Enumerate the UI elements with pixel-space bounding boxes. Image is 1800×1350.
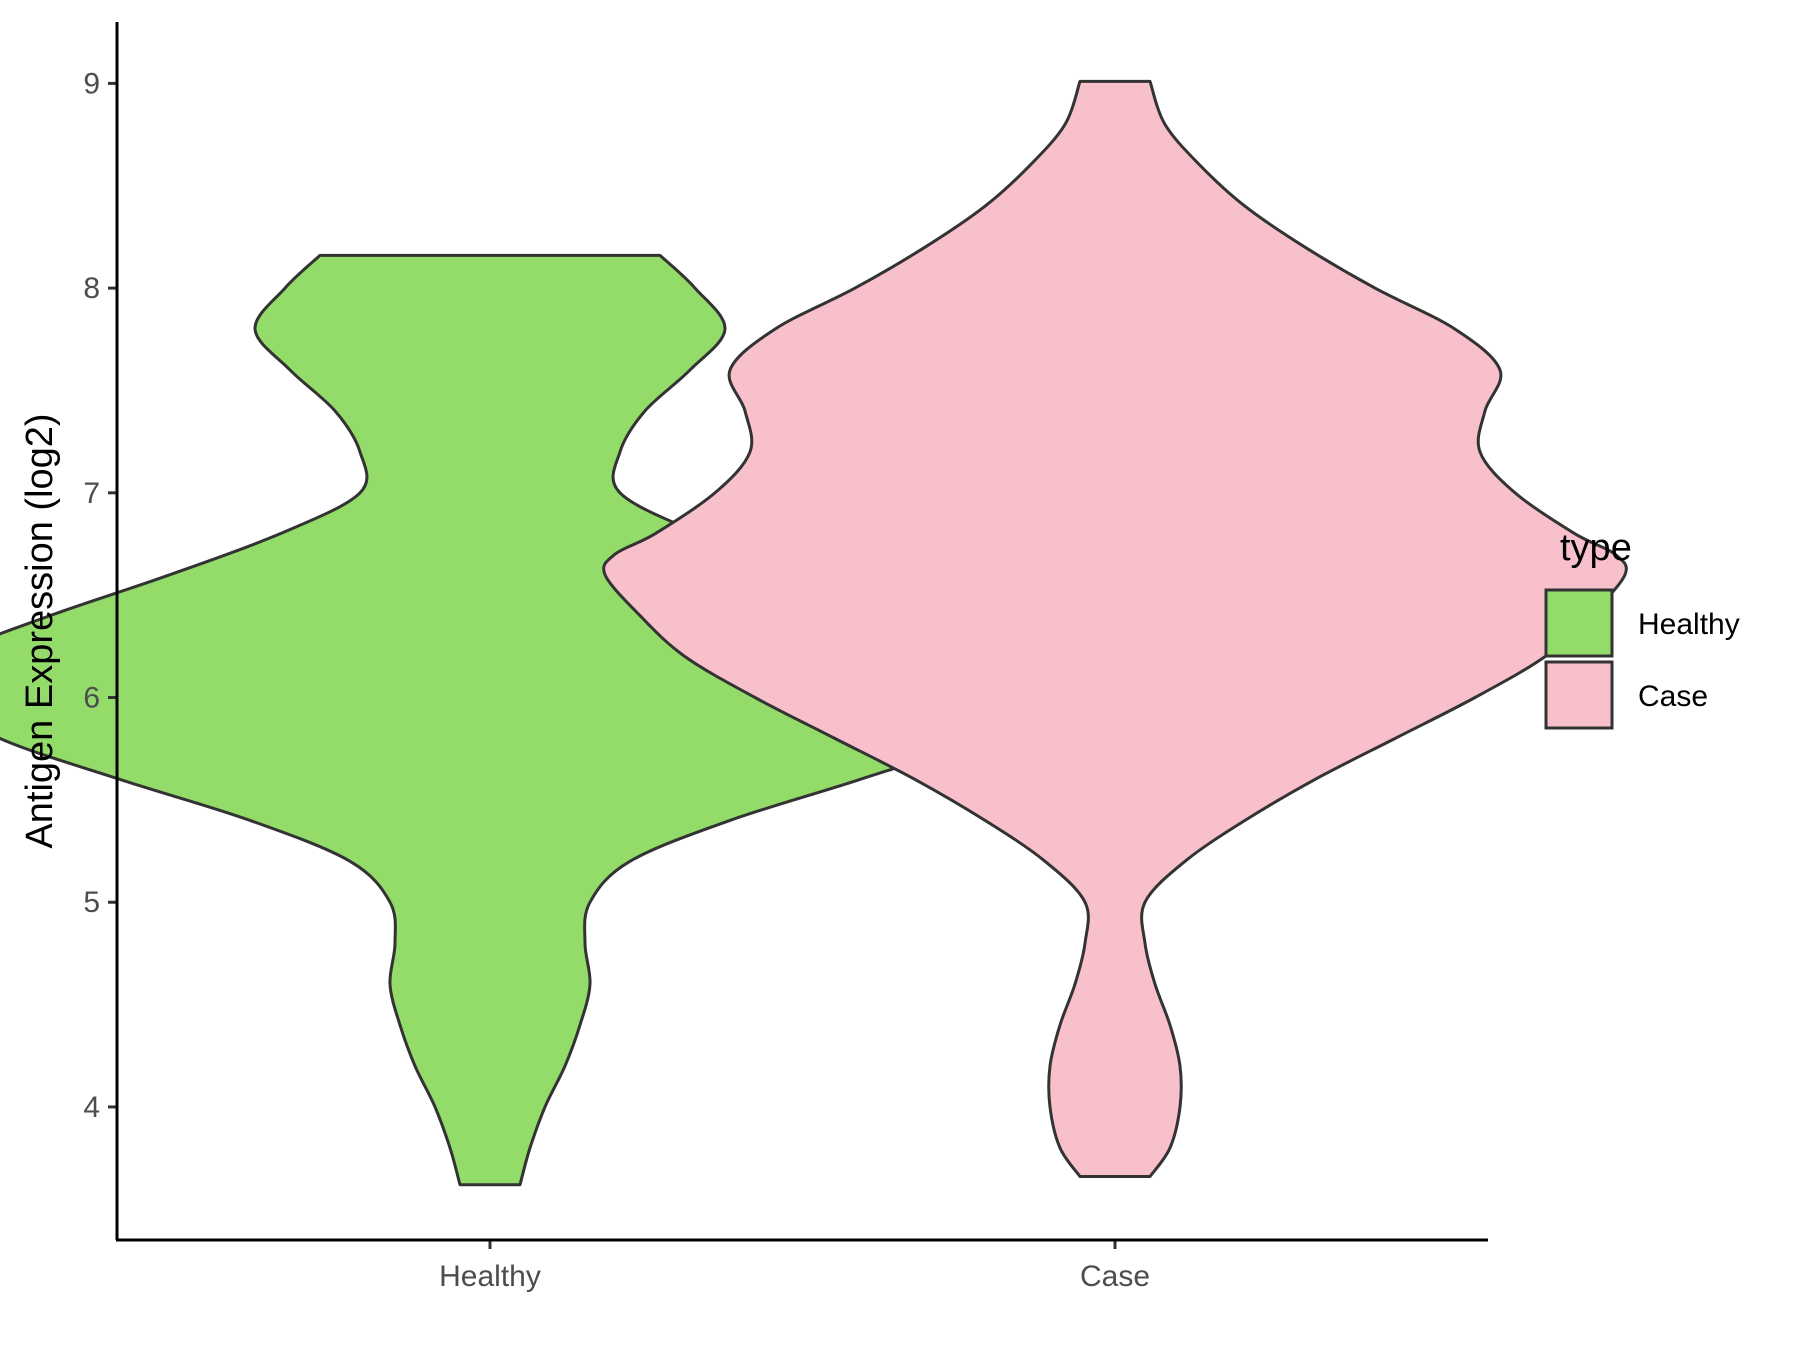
- violin-layer: [0, 79, 1628, 1187]
- legend-title: type: [1560, 527, 1632, 569]
- legend-label-healthy: Healthy: [1638, 608, 1740, 641]
- x-axis-ticks: Healthy Case: [439, 1240, 1150, 1293]
- legend-label-case: Case: [1638, 680, 1708, 713]
- x-tick-label-case: Case: [1080, 1260, 1150, 1293]
- y-tick-label: 4: [83, 1091, 100, 1124]
- legend-key-case: [1544, 660, 1614, 730]
- violin-case: [602, 79, 1628, 1178]
- legend-key-healthy: [1544, 588, 1614, 658]
- y-axis-title: Antigen Expression (log2): [19, 413, 61, 848]
- y-tick-label: 9: [83, 67, 100, 100]
- legend: type Healthy Case: [1544, 527, 1740, 730]
- y-tick-label: 6: [83, 682, 100, 715]
- y-tick-label: 7: [83, 477, 100, 510]
- y-tick-label: 5: [83, 886, 100, 919]
- x-tick-label-healthy: Healthy: [439, 1260, 541, 1293]
- y-tick-label: 8: [83, 272, 100, 305]
- violin-healthy: [0, 253, 1055, 1187]
- y-axis-ticks: 4 5 6 7 8 9: [83, 67, 117, 1124]
